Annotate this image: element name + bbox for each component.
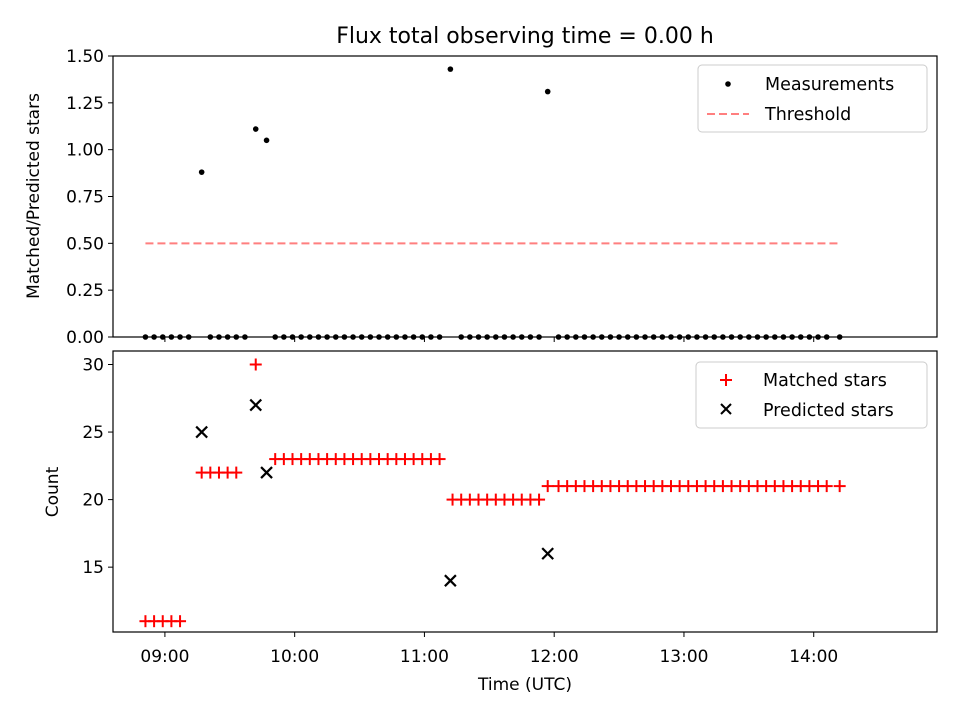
legend-predicted-label: Predicted stars <box>763 401 894 421</box>
bottom-y-tick-label: 20 <box>82 491 104 511</box>
x-tick-label: 09:00 <box>140 647 189 667</box>
predicted-star-point <box>444 574 457 587</box>
bottom-plot-frame <box>112 350 938 633</box>
matched-star-point <box>249 358 262 371</box>
x-tick-label: 14:00 <box>789 647 838 667</box>
legend-threshold-label: Threshold <box>764 105 851 125</box>
top-y-tick-label: 0.00 <box>66 328 104 348</box>
matched-star-point <box>533 493 546 506</box>
matched-star-point <box>541 480 554 493</box>
predicted-star-point <box>541 547 554 560</box>
top-y-tick-label: 0.25 <box>66 281 104 301</box>
top-y-tick-label: 0.75 <box>66 188 104 208</box>
bottom-plot-marks <box>139 358 846 628</box>
x-tick-label: 11:00 <box>400 647 449 667</box>
top-y-tick-label: 1.25 <box>66 94 104 114</box>
legend-matched-marker <box>720 374 732 386</box>
top-chart-title: Flux total observing time = 0.00 h <box>336 24 714 49</box>
matched-star-point <box>833 480 846 493</box>
top-y-tick-label: 0.50 <box>66 234 104 254</box>
bottom-y-axis-title: Count <box>43 466 63 517</box>
measurement-point <box>447 66 454 72</box>
matched-star-point <box>820 480 833 493</box>
predicted-star-point <box>260 466 273 479</box>
predicted-star-point <box>249 398 263 412</box>
top-y-tick-label: 1.50 <box>66 47 104 67</box>
matched-star-point <box>174 615 187 628</box>
measurement-point <box>198 169 205 175</box>
x-tick-label: 12:00 <box>530 647 579 667</box>
top-y-tick-label: 1.00 <box>66 141 104 161</box>
legend-measurements-label: Measurements <box>765 75 894 95</box>
matched-star-point <box>433 453 446 466</box>
x-axis-title: Time (UTC) <box>477 675 572 695</box>
bottom-y-tick-label: 25 <box>82 423 104 443</box>
legend-matched-label: Matched stars <box>763 371 887 391</box>
bottom-y-tick-label: 15 <box>82 558 104 578</box>
x-tick-label: 10:00 <box>270 647 319 667</box>
bottom-legend: Matched stars Predicted stars <box>695 361 928 429</box>
legend-predicted-marker <box>720 403 732 415</box>
top-y-axis-title: Matched/Predicted stars <box>24 93 44 299</box>
measurement-point <box>252 126 259 132</box>
legend-measurements-marker <box>725 81 731 87</box>
measurement-point <box>544 88 551 95</box>
measurement-point <box>263 137 270 144</box>
top-legend: Measurements Threshold <box>697 64 928 133</box>
bottom-y-tick-label: 30 <box>82 356 104 376</box>
predicted-star-point <box>195 425 208 439</box>
matched-star-point <box>230 466 243 479</box>
x-tick-label: 13:00 <box>659 647 708 667</box>
